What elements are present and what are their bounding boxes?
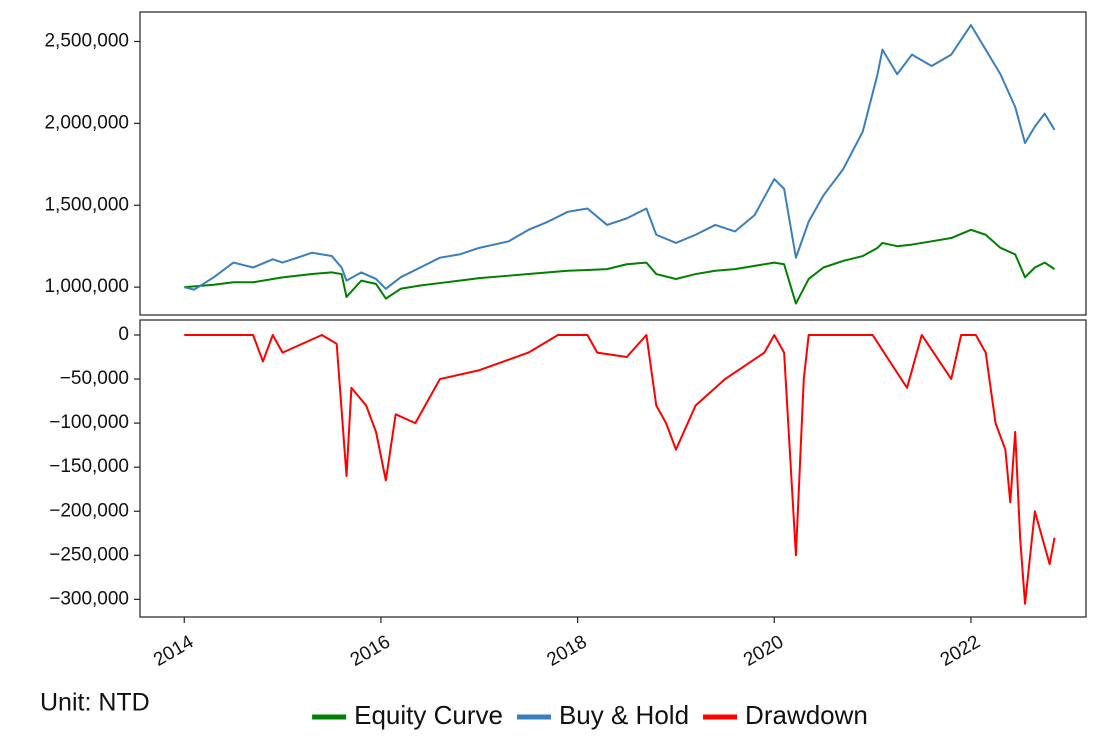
x-tick-label: 2022	[937, 631, 984, 670]
y-tick-label: −200,000	[49, 500, 129, 521]
x-tick-label: 2018	[543, 631, 590, 670]
y-tick-label: 2,000,000	[44, 112, 129, 133]
y-tick-label: 0	[118, 324, 129, 345]
plot-frame	[139, 319, 1087, 618]
series-line	[184, 228, 1056, 305]
plot-frame	[139, 11, 1087, 316]
x-tick-label: 2016	[347, 631, 394, 670]
series-line	[184, 333, 1056, 605]
y-tick-label: −150,000	[49, 456, 129, 477]
y-tick-label: −250,000	[49, 544, 129, 565]
y-tick-label: 1,000,000	[44, 276, 129, 297]
x-tick-label: 2020	[740, 631, 787, 670]
y-tick-label: −100,000	[49, 412, 129, 433]
y-tick-label: 1,500,000	[44, 194, 129, 215]
y-tick-label: 2,500,000	[44, 30, 129, 51]
series-line	[184, 24, 1056, 291]
legend-label: Drawdown	[745, 700, 868, 730]
annotation: Unit: NTD	[40, 689, 150, 717]
x-tick-label: 2014	[150, 631, 197, 671]
y-tick-label: −50,000	[60, 368, 129, 389]
legend-label: Buy & Hold	[559, 700, 689, 730]
legend-label: Equity Curve	[354, 700, 503, 730]
y-tick-label: −300,000	[49, 588, 129, 609]
